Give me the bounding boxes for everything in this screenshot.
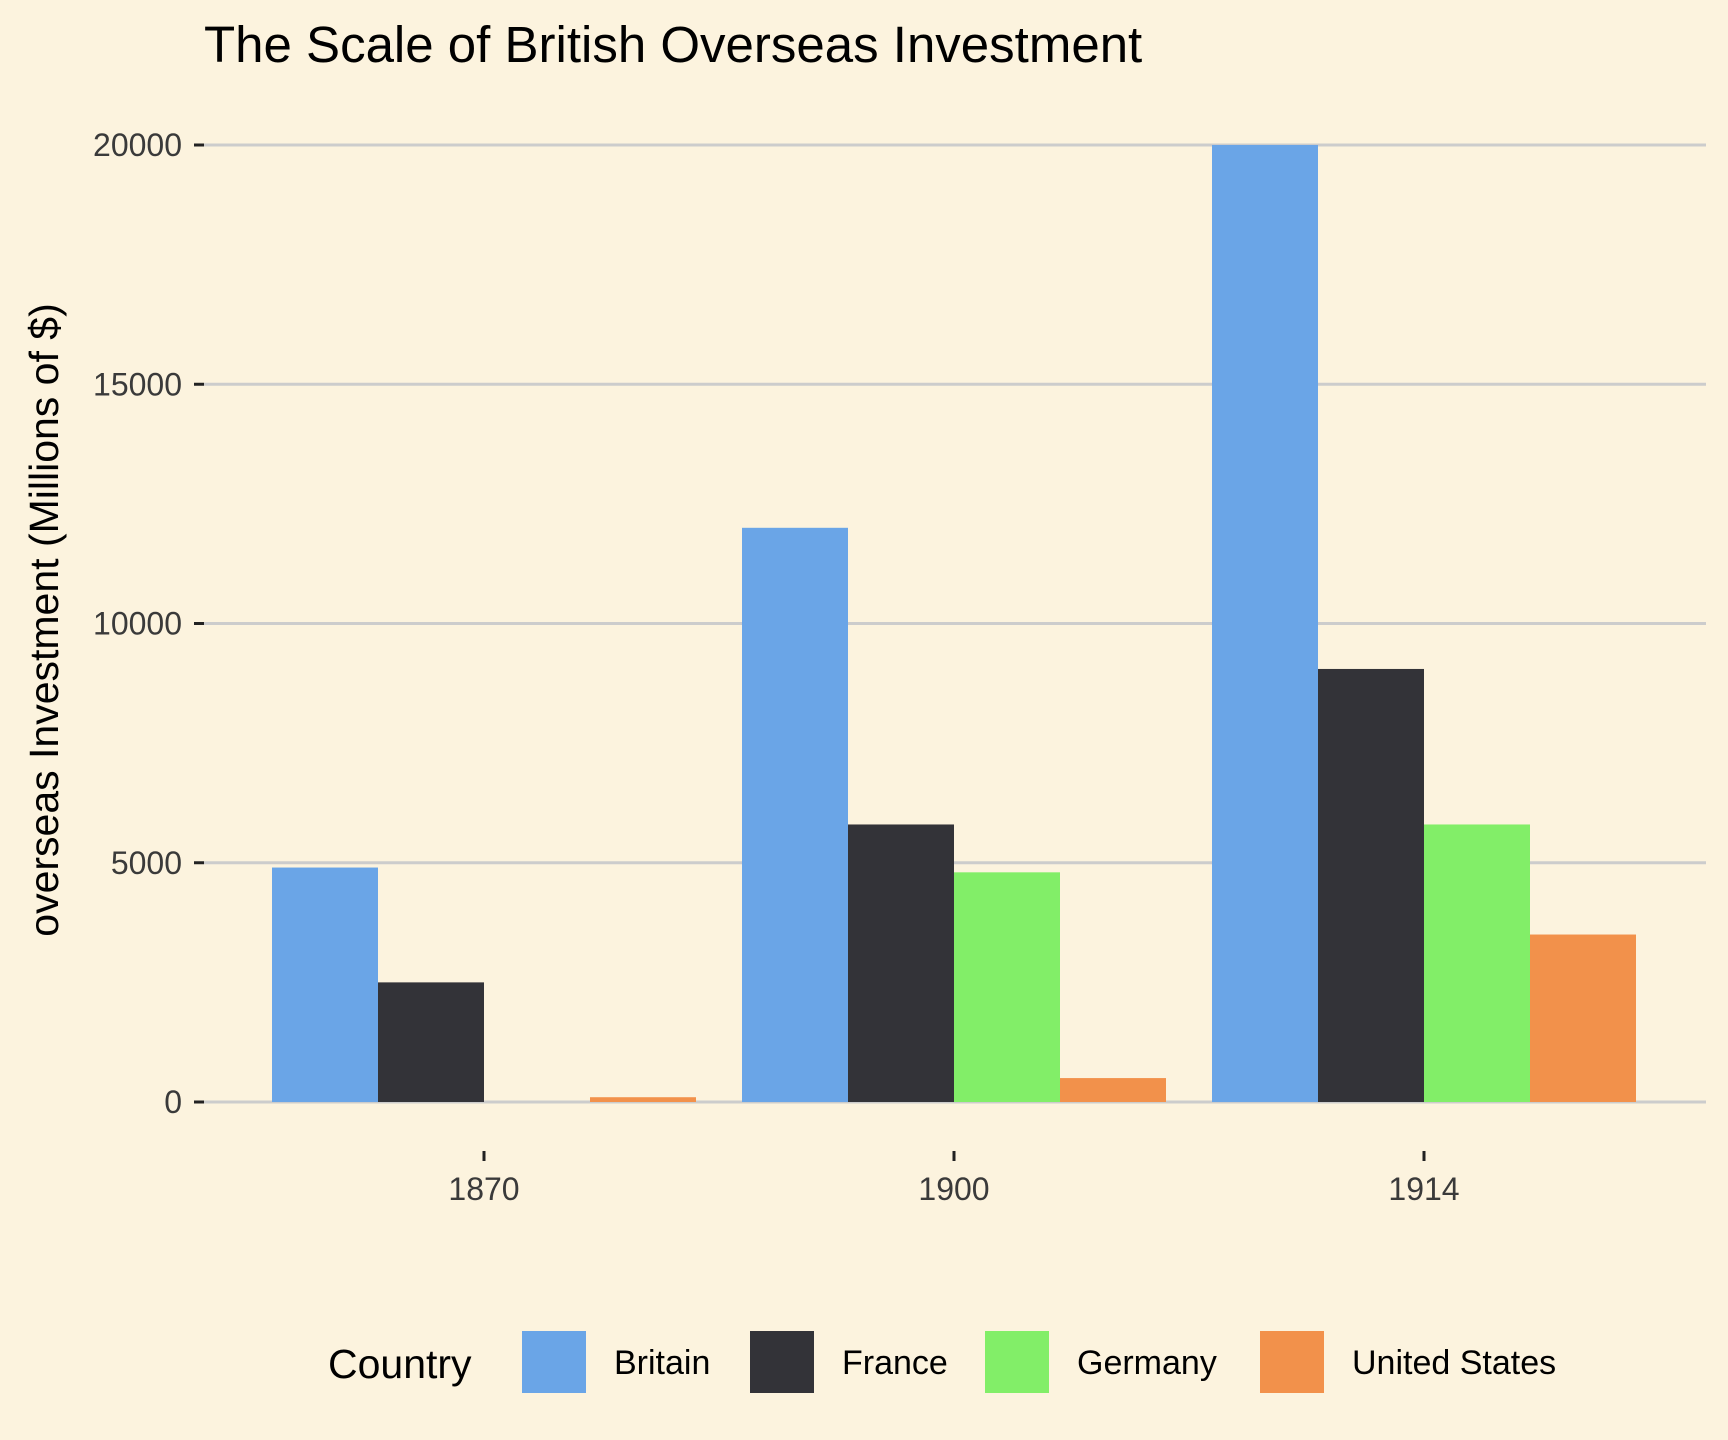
- bars: [272, 145, 1636, 1102]
- legend: Country Britain France Germany United State…: [328, 1331, 1556, 1393]
- bar-france-1870: [378, 982, 484, 1102]
- y-axis-label: overseas Investment (Millions of $): [21, 303, 67, 936]
- legend-label-france: France: [842, 1344, 948, 1382]
- legend-label-germany: Germany: [1077, 1344, 1217, 1382]
- legend-swatch-germany: [985, 1331, 1049, 1393]
- bar-france-1914: [1318, 668, 1424, 1102]
- bar-germany-1900: [954, 872, 1060, 1102]
- bar-britain-1870: [272, 867, 378, 1102]
- bar-germany-1914: [1424, 824, 1530, 1102]
- y-tick-label: 0: [164, 1084, 182, 1120]
- y-tick-label: 15000: [93, 366, 182, 402]
- legend-label-britain: Britain: [614, 1344, 710, 1382]
- y-tick-label: 20000: [93, 127, 182, 163]
- legend-swatch-france: [750, 1331, 814, 1393]
- chart-title: The Scale of British Overseas Investment: [204, 16, 1142, 73]
- x-axis-ticks: 1870 1900 1914: [448, 1151, 1460, 1207]
- bar-united-states-1900: [1060, 1078, 1166, 1102]
- bar-united-states-1870: [590, 1097, 696, 1102]
- bar-britain-1914: [1212, 145, 1318, 1102]
- y-axis-ticks: 0 5000 10000 15000 20000: [93, 127, 204, 1120]
- bar-britain-1900: [742, 527, 848, 1102]
- y-tick-label: 10000: [93, 606, 182, 642]
- legend-title: Country: [328, 1341, 472, 1387]
- bar-france-1900: [848, 824, 954, 1102]
- bar-united-states-1914: [1530, 934, 1636, 1102]
- x-tick-label: 1900: [918, 1171, 989, 1207]
- legend-swatch-britain: [522, 1331, 586, 1393]
- legend-label-united-states: United States: [1352, 1344, 1556, 1382]
- y-tick-label: 5000: [111, 845, 182, 881]
- x-tick-label: 1870: [448, 1171, 519, 1207]
- legend-swatch-united-states: [1260, 1331, 1324, 1393]
- x-tick-label: 1914: [1388, 1171, 1459, 1207]
